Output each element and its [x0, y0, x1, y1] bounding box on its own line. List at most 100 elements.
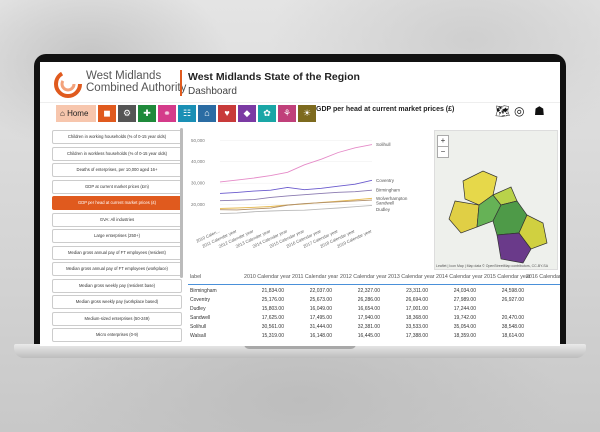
series-line-sandwell[interactable]	[219, 199, 373, 211]
wmca-logo-icon	[54, 70, 82, 98]
table-header-cell[interactable]: 2014 Calendar year	[436, 274, 483, 280]
indicator-button[interactable]: Median gross annual pay of FT employees …	[52, 262, 182, 276]
table-cell: 18,614.00	[501, 333, 524, 339]
table-cell: 25,176.00	[261, 297, 284, 303]
table-cell: Coventry	[190, 297, 211, 303]
series-line-coventry[interactable]	[219, 179, 373, 194]
table-header-cell[interactable]: 2013 Calendar year	[388, 274, 435, 280]
tab-theme-5[interactable]: ☷	[178, 105, 196, 122]
series-label-wolverhampton: Wolverhampton	[376, 196, 408, 201]
table-header-cell[interactable]: 2016 Calendar	[526, 274, 560, 280]
region-map[interactable]: + − Leaflet | Icon Map | Map data © Open…	[434, 130, 558, 270]
home-icon: ⌂	[60, 109, 65, 118]
table-cell: 16,445.00	[357, 333, 380, 339]
table-header-cell[interactable]: 2011 Calendar year	[292, 274, 339, 280]
table-cell: Dudley	[190, 306, 206, 312]
tab-theme-icon: ✿	[263, 108, 271, 118]
tab-theme-11[interactable]: ☀	[298, 105, 316, 122]
indicator-button[interactable]: GDP at current market prices (£m)	[52, 179, 182, 194]
table-cell: 20,470.00	[501, 315, 524, 321]
table-cell: 26,694.00	[405, 297, 428, 303]
tab-theme-8[interactable]: ◆	[238, 105, 256, 122]
table-cell: 27,989.00	[453, 297, 476, 303]
page-title: West Midlands State of the Region	[188, 71, 360, 83]
dashboard-screen: West Midlands Combined Authority West Mi…	[40, 62, 560, 346]
indicator-button[interactable]: Large enterprises (250+)	[52, 229, 182, 243]
indicator-button[interactable]: Micro enterprises (0-9)	[52, 328, 182, 342]
tab-theme-icon: ☷	[182, 108, 192, 118]
table-cell: 24,598.00	[501, 288, 524, 294]
table-header-underline	[188, 284, 560, 285]
table-header-cell[interactable]: label	[190, 274, 202, 280]
series-label-sandwell: Sandwell	[376, 201, 394, 206]
y-tick-label: 50,000	[191, 138, 205, 143]
series-line-dudley[interactable]	[219, 204, 373, 215]
table-cell: 30,561.00	[261, 324, 284, 330]
indicator-button[interactable]: Deaths of enterprises, per 10,000 aged 1…	[52, 163, 182, 177]
table-row: Coventry 25,176.00 25,673.00 26,286.00 26,69…	[188, 297, 560, 305]
map-zoom-out-button[interactable]: −	[437, 146, 449, 158]
page-subtitle: Dashboard	[188, 86, 237, 97]
table-cell: 26,286.00	[357, 297, 380, 303]
indicator-button[interactable]: Medium-sized enterprises (50-249)	[52, 311, 182, 326]
series-label-birmingham: Birmingham	[376, 188, 400, 193]
tab-theme-icon: ⚙	[122, 108, 132, 118]
table-cell: 17,625.00	[261, 315, 284, 321]
table-cell: 17,388.00	[405, 333, 428, 339]
indicator-list-scrollbar[interactable]	[180, 128, 183, 278]
indicator-button[interactable]: Median gross annual pay of FT employees …	[52, 245, 182, 260]
map-area-dudley[interactable]	[448, 200, 480, 234]
table-row: Dudley 15,803.00 16,049.00 16,654.00 17,001.…	[188, 306, 560, 314]
tab-theme-icon: ⚘	[282, 108, 292, 118]
table-cell: 22,037.00	[309, 288, 332, 294]
indicator-button[interactable]: Median gross weekly pay (resident base)	[52, 278, 182, 293]
table-header-cell[interactable]: 2015 Calendar year	[484, 274, 531, 280]
indicator-button[interactable]: Children in workless households (% of 0-…	[52, 146, 182, 161]
y-tick-label: 40,000	[191, 159, 205, 164]
table-cell: 19	[526, 333, 560, 339]
table-cell: 25	[526, 288, 560, 294]
tab-theme-4[interactable]: ⚭	[158, 105, 176, 122]
table-cell: 18,368.00	[405, 315, 428, 321]
table-cell: 33,533.00	[405, 324, 428, 330]
tab-bar: ⌂ Home ◼ ⚙ ✚ ⚭ ☷ ⌂ ♥ ◆ ✿ ⚘ ☀	[40, 103, 560, 123]
series-line-solihull[interactable]	[219, 144, 373, 183]
table-cell: 23,311.00	[406, 288, 428, 294]
tab-theme-6[interactable]: ⌂	[198, 105, 216, 122]
table-cell: 24,034.00	[453, 288, 476, 294]
map-area-solihull[interactable]	[496, 232, 532, 264]
tab-theme-10[interactable]: ⚘	[278, 105, 296, 122]
table-cell: 18	[526, 306, 560, 312]
series-label-solihull: Solihull	[376, 142, 391, 147]
table-cell: 15,803.00	[261, 306, 284, 312]
tab-theme-icon: ⚭	[163, 108, 171, 118]
indicator-button[interactable]: Median gross weekly pay (workplace based…	[52, 295, 182, 309]
y-tick-label: 30,000	[191, 181, 205, 186]
table-cell: Sandwell	[190, 315, 211, 321]
region-outline-icon: ◎	[514, 104, 525, 118]
indicator-button[interactable]: GVA: All industries	[52, 212, 182, 227]
table-cell: 21,834.00	[261, 288, 284, 294]
tab-home[interactable]: ⌂ Home	[56, 105, 96, 122]
table-cell: 31,444.00	[309, 324, 332, 330]
table-row: Walsall 15,319.00 16,148.00 16,445.00 17,388…	[188, 333, 560, 341]
table-cell: 15,319.00	[261, 333, 284, 339]
tab-theme-2[interactable]: ⚙	[118, 105, 136, 122]
table-cell: Solihull	[190, 324, 207, 330]
series-line-birmingham[interactable]	[219, 189, 373, 202]
data-table: label 2010 Calendar year 2011 Calendar yea…	[188, 270, 560, 346]
tab-theme-7[interactable]: ♥	[218, 105, 236, 122]
table-cell: Walsall	[190, 333, 206, 339]
tab-theme-9[interactable]: ✿	[258, 105, 276, 122]
org-name: West Midlands Combined Authority	[86, 70, 186, 94]
table-row: Birmingham 21,834.00 22,037.00 22,327.00 23,…	[188, 288, 560, 296]
table-header-cell[interactable]: 2010 Calendar year	[244, 274, 291, 280]
indicator-button[interactable]: Children in working households (% of 0-1…	[52, 130, 182, 144]
chart-heading: GDP per head at current market prices (£…	[316, 106, 455, 113]
table-cell: 19,742.00	[453, 315, 476, 321]
table-cell: 16,654.00	[357, 306, 380, 312]
tab-theme-3[interactable]: ✚	[138, 105, 156, 122]
tab-theme-1[interactable]: ◼	[98, 105, 116, 122]
indicator-button[interactable]: GDP per head at current market prices (£…	[52, 196, 182, 210]
table-header-cell[interactable]: 2012 Calendar year	[340, 274, 387, 280]
